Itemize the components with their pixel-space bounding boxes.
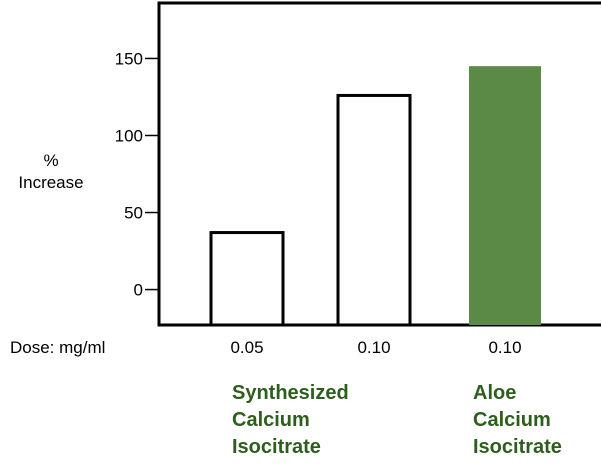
bars — [211, 66, 541, 325]
group-label-aloe: Aloe Calcium Isocitrate — [473, 380, 562, 461]
bar-1 — [211, 233, 283, 325]
y-ticks: 0 50 100 150 — [115, 49, 159, 299]
y-tick-label: 0 — [134, 281, 143, 300]
group-label-synthesized: Synthesized Calcium Isocitrate — [232, 380, 349, 461]
y-axis-label-line-2: Increase — [6, 172, 96, 194]
group-label-line: Calcium — [232, 407, 349, 434]
x-tick-label-2: 0.10 — [329, 338, 419, 358]
group-label-line: Synthesized — [232, 380, 349, 407]
group-label-line: Isocitrate — [232, 434, 349, 461]
y-tick-label: 50 — [124, 204, 143, 223]
group-label-line: Aloe — [473, 380, 562, 407]
y-tick-label: 100 — [115, 126, 143, 145]
bar-2 — [338, 95, 410, 325]
bar-3 — [469, 66, 541, 325]
x-tick-label-3: 0.10 — [460, 338, 550, 358]
group-label-line: Calcium — [473, 407, 562, 434]
y-axis-label: % Increase — [6, 150, 96, 194]
x-tick-label-1: 0.05 — [202, 338, 292, 358]
x-axis-label: Dose: mg/ml — [10, 338, 105, 358]
group-label-line: Isocitrate — [473, 434, 562, 461]
y-tick-label: 150 — [115, 49, 143, 68]
y-axis-label-line-1: % — [6, 150, 96, 172]
